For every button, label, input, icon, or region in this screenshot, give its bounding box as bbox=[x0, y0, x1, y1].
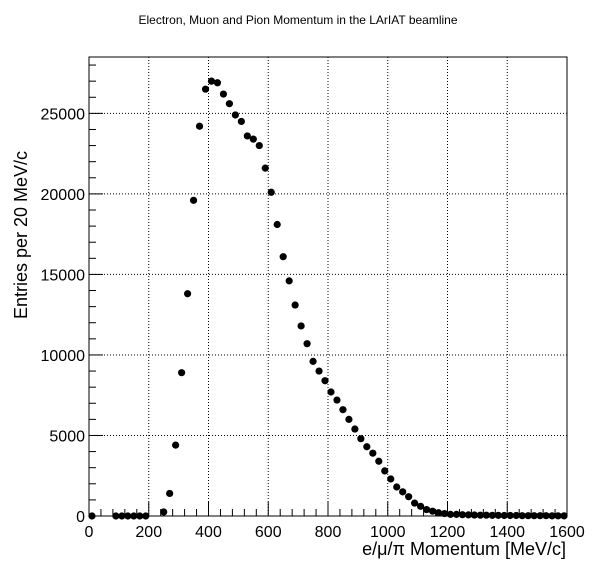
data-point bbox=[363, 443, 371, 451]
data-point bbox=[405, 493, 413, 501]
data-point bbox=[219, 90, 228, 98]
data-point bbox=[315, 367, 323, 375]
x-tick-label: 800 bbox=[315, 524, 342, 541]
y-tick-label: 0 bbox=[76, 509, 85, 526]
y-tick-label: 15000 bbox=[41, 267, 86, 284]
data-point bbox=[440, 509, 449, 518]
data-point bbox=[267, 188, 275, 196]
data-point bbox=[482, 511, 490, 519]
x-tick-label: 0 bbox=[85, 524, 94, 541]
data-point bbox=[470, 511, 478, 519]
data-point bbox=[273, 220, 281, 229]
data-point bbox=[357, 435, 365, 443]
x-tick-label: 1400 bbox=[489, 524, 525, 541]
y-tick-label: 10000 bbox=[41, 348, 86, 365]
axis-ticks bbox=[88, 64, 568, 517]
y-tick-label: 20000 bbox=[41, 187, 86, 204]
x-tick-label: 1600 bbox=[549, 524, 585, 541]
y-axis-title: Entries per 20 MeV/c bbox=[11, 151, 31, 319]
data-point bbox=[476, 511, 484, 519]
data-point bbox=[375, 457, 383, 465]
x-tick-label: 400 bbox=[195, 524, 222, 541]
data-point bbox=[333, 396, 341, 404]
data-point bbox=[393, 483, 401, 491]
data-point bbox=[207, 77, 216, 85]
data-point bbox=[279, 253, 287, 261]
data-point bbox=[494, 511, 502, 519]
y-tick-label: 5000 bbox=[49, 428, 85, 445]
data-point bbox=[297, 322, 305, 330]
data-point bbox=[351, 425, 359, 433]
data-point bbox=[428, 507, 437, 515]
grid bbox=[89, 57, 567, 516]
data-point bbox=[195, 122, 204, 130]
data-point bbox=[261, 164, 269, 172]
data-point bbox=[183, 290, 192, 298]
data-point bbox=[237, 117, 245, 126]
data-point bbox=[417, 502, 425, 510]
chart-title: Electron, Muon and Pion Momentum in the … bbox=[138, 13, 457, 27]
data-point bbox=[381, 467, 389, 475]
data-point bbox=[327, 388, 335, 396]
data-point bbox=[434, 509, 443, 517]
data-point bbox=[243, 132, 251, 140]
data-point bbox=[285, 277, 293, 285]
y-tick-label: 25000 bbox=[41, 106, 86, 123]
data-point bbox=[339, 406, 347, 414]
data-point bbox=[201, 85, 210, 93]
x-axis-title: e/μ/π Momentum [MeV/c] bbox=[362, 539, 566, 559]
data-point bbox=[399, 488, 407, 496]
y-tick-labels: 0 5000 10000 15000 20000 25000 bbox=[41, 106, 86, 526]
data-points bbox=[88, 77, 568, 520]
data-point bbox=[291, 301, 299, 309]
data-point bbox=[166, 489, 174, 498]
data-point bbox=[411, 499, 419, 507]
data-point bbox=[369, 449, 377, 457]
data-point bbox=[303, 340, 311, 348]
data-point bbox=[225, 100, 234, 108]
data-point bbox=[488, 511, 496, 519]
x-tick-label: 600 bbox=[255, 524, 282, 541]
data-point bbox=[458, 511, 467, 519]
data-point bbox=[345, 415, 353, 423]
x-tick-label: 1000 bbox=[370, 524, 406, 541]
data-point bbox=[309, 357, 317, 365]
x-tick-label: 1200 bbox=[430, 524, 466, 541]
data-point bbox=[231, 111, 239, 119]
data-point bbox=[172, 441, 180, 449]
data-point bbox=[160, 508, 168, 516]
x-tick-labels: 0 200 400 600 800 1000 1200 1400 1600 bbox=[85, 524, 585, 541]
data-point bbox=[178, 369, 186, 377]
data-point bbox=[255, 141, 263, 150]
data-point bbox=[422, 505, 431, 514]
x-tick-label: 200 bbox=[135, 524, 162, 541]
data-point bbox=[249, 135, 257, 143]
data-point bbox=[213, 79, 222, 87]
data-point bbox=[189, 196, 198, 204]
data-point bbox=[387, 475, 395, 483]
data-point bbox=[321, 377, 329, 385]
data-point bbox=[464, 511, 473, 519]
